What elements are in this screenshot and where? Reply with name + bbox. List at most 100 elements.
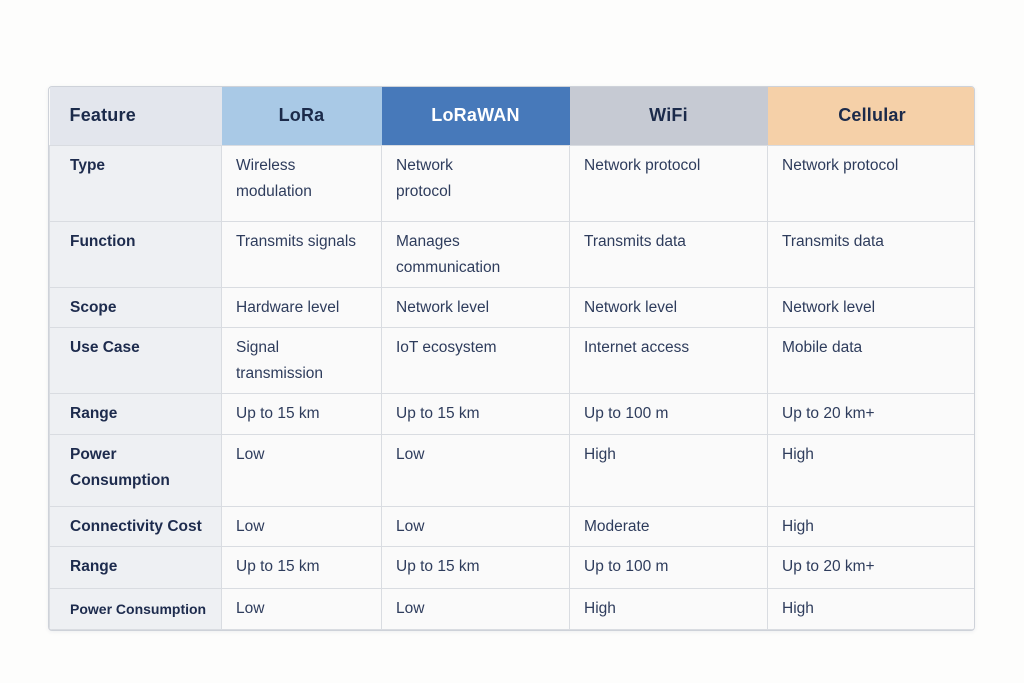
value-cell-wifi: Up to 100 m bbox=[569, 545, 768, 589]
feature-label-cell: Use Case bbox=[49, 326, 222, 394]
value-cell-lorawan: Manages communication bbox=[381, 220, 570, 288]
value-cell-lorawan: Network level bbox=[381, 286, 570, 328]
value-cell-lora: Wireless modulation bbox=[221, 144, 382, 222]
table-row: Use Case Signal transmission IoT ecosystem… bbox=[49, 326, 974, 394]
value-cell-lorawan: Network protocol bbox=[381, 144, 570, 222]
cell-text: IoT ecosystem bbox=[396, 338, 497, 356]
value-cell-lorawan: Low bbox=[381, 505, 570, 547]
feature-label-cell: Power Consumption bbox=[49, 587, 222, 630]
cell-text: Low bbox=[236, 517, 265, 535]
cell-text: Network level bbox=[396, 298, 490, 316]
value-cell-wifi: Up to 100 m bbox=[569, 392, 768, 435]
column-header-lorawan: LoRaWAN bbox=[381, 87, 570, 145]
feature-label-cell: Type bbox=[49, 144, 222, 222]
value-cell-cellular: High bbox=[767, 587, 974, 630]
value-cell-lora: Up to 15 km bbox=[221, 392, 382, 435]
cell-text: Low bbox=[396, 445, 425, 463]
feature-label-cell: Connectivity Cost bbox=[49, 505, 222, 547]
cell-text: Manages communication bbox=[396, 232, 501, 276]
comparison-table-container: Feature LoRa LoRaWAN WiFi Cellular Type Wirel… bbox=[48, 86, 975, 631]
table-row: Type Wireless modulation Network protocol N… bbox=[49, 144, 974, 222]
value-cell-lorawan: Up to 15 km bbox=[381, 392, 570, 435]
column-header-feature: Feature bbox=[49, 87, 222, 145]
cell-text: Low bbox=[236, 445, 265, 463]
cell-text: Power Consumption bbox=[70, 445, 170, 489]
value-cell-cellular: High bbox=[767, 433, 974, 507]
feature-label-cell: Function bbox=[49, 220, 222, 288]
value-cell-cellular: Transmits data bbox=[767, 220, 974, 288]
cell-text: Up to 15 km bbox=[236, 557, 320, 575]
header-row: Feature LoRa LoRaWAN WiFi Cellular bbox=[49, 87, 974, 145]
value-cell-cellular: Network level bbox=[767, 286, 974, 328]
cell-text: Wireless modulation bbox=[236, 156, 312, 200]
value-cell-lora: Transmits signals bbox=[221, 220, 382, 288]
cell-text: High bbox=[584, 445, 616, 463]
cell-text: Up to 20 km+ bbox=[782, 557, 875, 575]
cell-text: Up to 15 km bbox=[396, 404, 480, 422]
value-cell-lora: Up to 15 km bbox=[221, 545, 382, 589]
cell-text: Transmits data bbox=[584, 232, 686, 250]
cell-text: Scope bbox=[70, 298, 117, 316]
cell-text: High bbox=[782, 445, 814, 463]
value-cell-wifi: Transmits data bbox=[569, 220, 768, 288]
value-cell-cellular: High bbox=[767, 505, 974, 547]
value-cell-wifi: Network protocol bbox=[569, 144, 768, 222]
cell-text: Up to 15 km bbox=[236, 404, 320, 422]
cell-text: Up to 20 km+ bbox=[782, 404, 875, 422]
table-row: Range Up to 15 km Up to 15 km Up to 100 m Up… bbox=[49, 392, 974, 435]
value-cell-lorawan: Low bbox=[381, 587, 570, 630]
feature-label-cell: Power Consumption bbox=[49, 433, 222, 507]
column-header-wifi: WiFi bbox=[569, 87, 768, 145]
table-row: Function Transmits signals Manages communi… bbox=[49, 220, 974, 288]
cell-text: Network protocol bbox=[396, 156, 453, 200]
cell-text: Power Consumption bbox=[70, 600, 207, 617]
value-cell-cellular: Up to 20 km+ bbox=[767, 392, 974, 435]
feature-label-cell: Range bbox=[49, 392, 222, 435]
cell-text: Up to 100 m bbox=[584, 557, 669, 575]
value-cell-wifi: Internet access bbox=[569, 326, 768, 394]
value-cell-cellular: Mobile data bbox=[767, 326, 974, 394]
cell-text: Range bbox=[70, 557, 118, 575]
table-body: Type Wireless modulation Network protocol N… bbox=[49, 144, 974, 630]
cell-text: Function bbox=[70, 232, 136, 250]
value-cell-lora: Low bbox=[221, 505, 382, 547]
cell-text: Connectivity Cost bbox=[70, 517, 202, 535]
value-cell-wifi: Network level bbox=[569, 286, 768, 328]
cell-text: Mobile data bbox=[782, 338, 863, 356]
value-cell-cellular: Network protocol bbox=[767, 144, 974, 222]
table-row: Power Consumption Low Low High High bbox=[49, 587, 974, 630]
cell-text: Transmits signals bbox=[236, 232, 357, 250]
value-cell-lorawan: IoT ecosystem bbox=[381, 326, 570, 394]
cell-text: Up to 100 m bbox=[584, 404, 669, 422]
cell-text: Hardware level bbox=[236, 298, 340, 316]
comparison-table: Feature LoRa LoRaWAN WiFi Cellular Type Wirel… bbox=[49, 87, 974, 630]
cell-text: Low bbox=[236, 599, 265, 617]
column-header-lora: LoRa bbox=[221, 87, 382, 145]
table-row: Power Consumption Low Low High High bbox=[49, 433, 974, 507]
cell-text: Low bbox=[396, 517, 425, 535]
value-cell-wifi: Moderate bbox=[569, 505, 768, 547]
column-header-cellular: Cellular bbox=[767, 87, 974, 145]
cell-text: Low bbox=[396, 599, 425, 617]
value-cell-lora: Hardware level bbox=[221, 286, 382, 328]
table-row: Scope Hardware level Network level Network … bbox=[49, 286, 974, 328]
cell-text: Network level bbox=[782, 298, 876, 316]
cell-text: Type bbox=[70, 156, 106, 174]
table-header: Feature LoRa LoRaWAN WiFi Cellular bbox=[49, 87, 974, 145]
value-cell-lora: Low bbox=[221, 433, 382, 507]
cell-text: Range bbox=[70, 404, 118, 422]
feature-label-cell: Scope bbox=[49, 286, 222, 328]
value-cell-lora: Signal transmission bbox=[221, 326, 382, 394]
table-row: Connectivity Cost Low Low Moderate High bbox=[49, 505, 974, 547]
cell-text: High bbox=[782, 517, 814, 535]
value-cell-lora: Low bbox=[221, 587, 382, 630]
value-cell-wifi: High bbox=[569, 433, 768, 507]
value-cell-wifi: High bbox=[569, 587, 768, 630]
value-cell-cellular: Up to 20 km+ bbox=[767, 545, 974, 589]
feature-label-cell: Range bbox=[49, 545, 222, 589]
cell-text: High bbox=[782, 599, 814, 617]
cell-text: Moderate bbox=[584, 517, 650, 535]
cell-text: Network protocol bbox=[782, 156, 899, 174]
value-cell-lorawan: Up to 15 km bbox=[381, 545, 570, 589]
cell-text: Up to 15 km bbox=[396, 557, 480, 575]
